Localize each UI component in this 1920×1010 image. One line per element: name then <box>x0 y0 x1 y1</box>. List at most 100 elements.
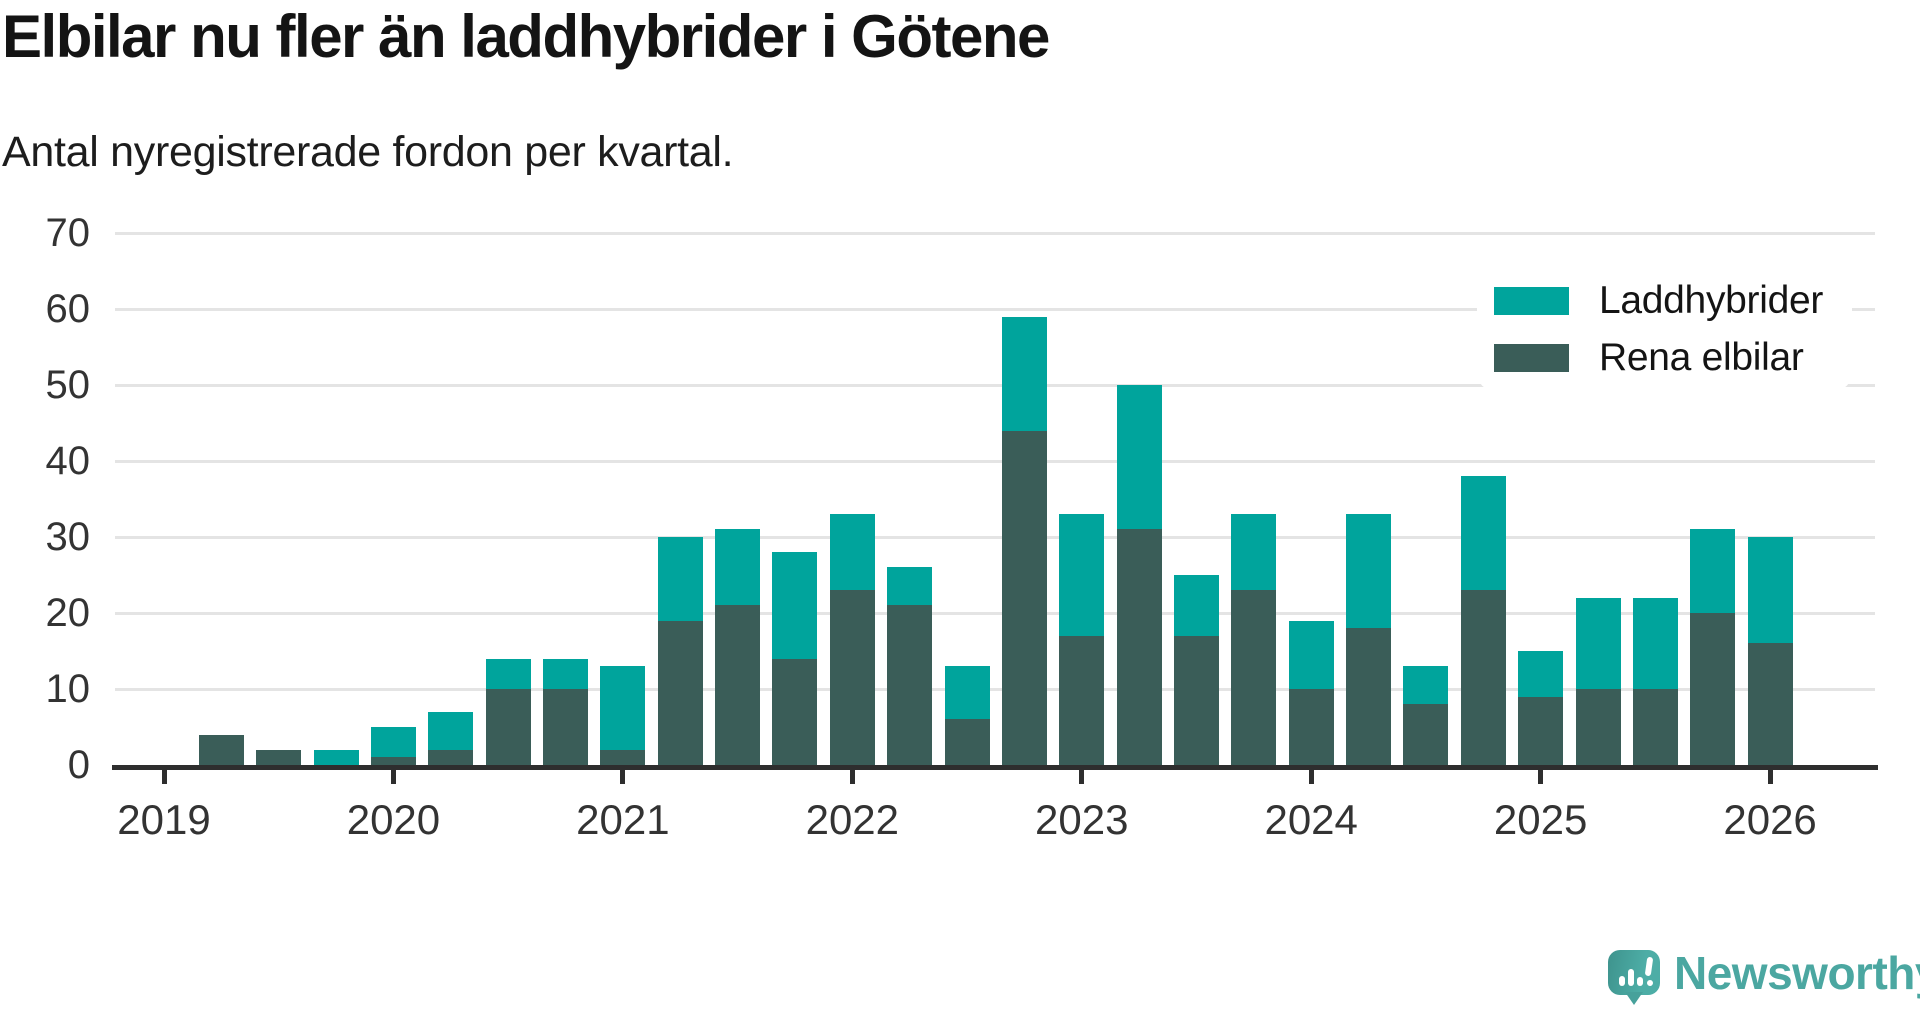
legend-swatch-laddhybrider <box>1494 287 1569 315</box>
legend: Laddhybrider Rena elbilar <box>1477 255 1852 391</box>
x-axis-tick-2023 <box>1079 770 1085 784</box>
x-axis-line <box>112 765 1878 770</box>
bar-2020-q1-laddhybrider <box>370 727 416 758</box>
bar-2022-q4-rena-elbilar <box>1001 430 1047 765</box>
bar-2022-q3-rena-elbilar <box>944 719 990 765</box>
legend-label: Rena elbilar <box>1599 336 1804 379</box>
x-axis-label: 2019 <box>117 796 211 843</box>
bar-2022-q4-laddhybrider <box>1001 316 1047 431</box>
legend-item-laddhybrider: Laddhybrider <box>1494 279 1823 323</box>
newsworthy-logo[interactable]: Newsworthy <box>1608 947 1920 1005</box>
y-axis-label: 0 <box>67 743 90 787</box>
bar-2019-q4-laddhybrider <box>313 749 359 765</box>
bar-2024-q4-laddhybrider <box>1460 476 1506 591</box>
bar-2024-q4-rena-elbilar <box>1460 590 1506 765</box>
bar-2023-q4-rena-elbilar <box>1231 590 1277 765</box>
bar-2021-q4-rena-elbilar <box>772 658 818 765</box>
gridline-y-10 <box>115 687 1875 691</box>
bar-2020-q4-laddhybrider <box>543 658 589 689</box>
chart-subtitle: Antal nyregistrerade fordon per kvartal. <box>2 128 734 176</box>
bar-2023-q1-rena-elbilar <box>1059 635 1105 765</box>
speech-bubble-icon <box>1608 950 1660 995</box>
gridline-y-40 <box>115 459 1875 463</box>
x-axis-label: 2025 <box>1493 796 1588 843</box>
legend-swatch-rena-elbilar <box>1494 344 1569 372</box>
bar-2024-q3-laddhybrider <box>1403 666 1449 705</box>
x-axis-tick-2022 <box>849 770 855 784</box>
bar-2024-q2-laddhybrider <box>1346 514 1392 629</box>
bar-2025-q4-rena-elbilar <box>1690 613 1736 765</box>
bar-2023-q2-laddhybrider <box>1116 385 1162 530</box>
logo-chart-bar-icon <box>1619 976 1625 986</box>
gridline-y-30 <box>115 535 1875 539</box>
bar-2024-q3-rena-elbilar <box>1403 704 1449 765</box>
gridline-y-70 <box>115 231 1875 235</box>
bar-2022-q1-laddhybrider <box>829 514 875 591</box>
logo-chart-bar-icon <box>1628 969 1634 986</box>
y-axis-label: 30 <box>45 515 91 559</box>
x-axis-tick-2026 <box>1767 770 1773 784</box>
bar-2022-q1-rena-elbilar <box>829 590 875 765</box>
bar-2021-q2-rena-elbilar <box>657 620 703 765</box>
x-axis-label: 2020 <box>346 796 441 843</box>
bar-2023-q3-laddhybrider <box>1173 575 1219 636</box>
bar-2019-q3-rena-elbilar <box>256 749 302 765</box>
x-axis-tick-2025 <box>1538 770 1544 784</box>
x-axis-tick-2021 <box>620 770 626 784</box>
bar-2025-q1-rena-elbilar <box>1518 696 1564 765</box>
newsworthy-logo-text: Newsworthy <box>1674 947 1920 999</box>
bar-2024-q2-rena-elbilar <box>1346 628 1392 765</box>
bar-2020-q3-laddhybrider <box>485 658 531 689</box>
y-axis-label: 40 <box>45 439 91 483</box>
y-axis-label: 20 <box>45 591 91 635</box>
x-axis-label: 2021 <box>576 796 670 843</box>
x-axis-tick-2019 <box>161 770 167 784</box>
bar-2026-q1-rena-elbilar <box>1747 643 1793 765</box>
speech-bubble-tail <box>1625 992 1643 1005</box>
bar-2021-q1-laddhybrider <box>600 666 646 750</box>
bar-2023-q1-laddhybrider <box>1059 514 1105 636</box>
gridline-y-50 <box>115 383 1875 387</box>
bar-2025-q3-laddhybrider <box>1632 597 1678 689</box>
bar-2021-q3-rena-elbilar <box>715 605 761 765</box>
x-axis-tick-2024 <box>1308 770 1314 784</box>
bar-2021-q1-rena-elbilar <box>600 749 646 765</box>
newsworthy-logo-icon <box>1608 948 1660 1005</box>
y-axis-label: 70 <box>45 211 91 255</box>
bar-2021-q3-laddhybrider <box>715 529 761 606</box>
x-axis-label: 2026 <box>1723 796 1817 843</box>
bar-2020-q4-rena-elbilar <box>543 689 589 765</box>
bar-2024-q1-rena-elbilar <box>1288 689 1334 765</box>
x-axis-label: 2022 <box>805 796 900 843</box>
gridline-y-60 <box>115 307 1875 311</box>
bar-2023-q2-rena-elbilar <box>1116 529 1162 765</box>
y-axis-label: 50 <box>45 363 91 407</box>
bar-2020-q1-rena-elbilar <box>370 757 416 765</box>
bar-2023-q4-laddhybrider <box>1231 514 1277 591</box>
bar-2023-q3-rena-elbilar <box>1173 635 1219 765</box>
gridline-y-20 <box>115 611 1875 615</box>
legend-label: Laddhybrider <box>1599 279 1824 322</box>
x-axis-tick-2020 <box>390 770 396 784</box>
bar-2025-q4-laddhybrider <box>1690 529 1736 613</box>
bar-2022-q2-rena-elbilar <box>887 605 933 765</box>
x-axis-label: 2023 <box>1035 796 1129 843</box>
x-axis-label: 2024 <box>1264 796 1358 843</box>
bar-2020-q2-rena-elbilar <box>428 749 474 765</box>
bar-2025-q2-rena-elbilar <box>1575 689 1621 765</box>
bar-2022-q2-laddhybrider <box>887 567 933 606</box>
bar-2022-q3-laddhybrider <box>944 666 990 720</box>
bar-2021-q4-laddhybrider <box>772 552 818 659</box>
bar-2025-q1-laddhybrider <box>1518 651 1564 697</box>
bar-2020-q2-laddhybrider <box>428 711 474 750</box>
bar-2021-q2-laddhybrider <box>657 537 703 621</box>
y-axis-label: 60 <box>45 287 91 331</box>
bar-2025-q2-laddhybrider <box>1575 597 1621 689</box>
chart-title: Elbilar nu fler än laddhybrider i Götene <box>2 3 1050 70</box>
bar-2024-q1-laddhybrider <box>1288 620 1334 689</box>
bar-2020-q3-rena-elbilar <box>485 689 531 765</box>
y-axis-label: 10 <box>45 667 91 711</box>
bar-2019-q2-rena-elbilar <box>198 734 244 765</box>
